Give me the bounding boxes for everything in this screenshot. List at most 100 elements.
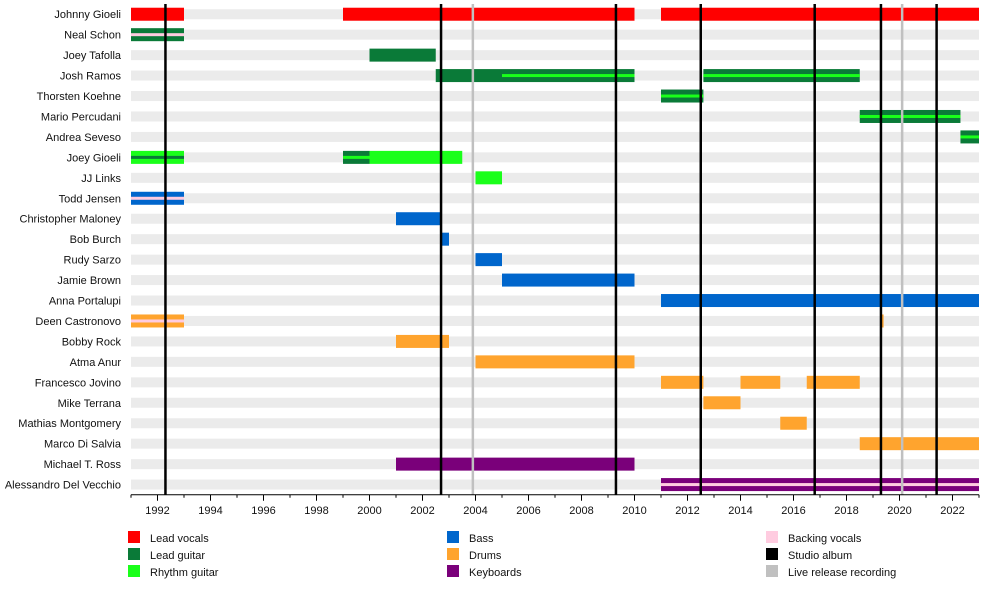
x-tick-label: 2002 (410, 505, 434, 517)
member-bars (131, 7, 979, 492)
member-name: Michael T. Ross (44, 459, 122, 471)
legend-swatch (128, 548, 140, 560)
member-name: Anna Portalupi (49, 296, 121, 308)
member-names: Johnny Gioeli Neal Schon Joey Tafolla Josh … (5, 9, 122, 491)
member-name: Rudy Sarzo (64, 255, 121, 267)
row-stripe (131, 111, 979, 122)
member-bar (475, 253, 502, 267)
member-name: Alessandro Del Vecchio (5, 480, 121, 492)
member-name: Josh Ramos (60, 71, 122, 83)
member-name: Jamie Brown (57, 275, 121, 287)
member-bar-inner (131, 319, 184, 323)
row-stripe (131, 131, 979, 142)
x-tick-label: 1992 (145, 505, 169, 517)
x-tick-label: 2012 (675, 505, 699, 517)
x-tick-label: 2008 (569, 505, 593, 517)
legend-label: Backing vocals (788, 533, 862, 545)
member-name: Johnny Gioeli (54, 9, 121, 21)
x-tick-label: 2000 (357, 505, 381, 517)
legend-label: Rhythm guitar (150, 567, 219, 579)
member-bar (396, 212, 442, 226)
x-axis: 1992 1994 1996 1998 2000 2002 2004 2006 2008 2010… (130, 494, 980, 517)
member-bar-inner (131, 33, 184, 37)
row-stripe (131, 193, 979, 204)
member-bar (475, 171, 502, 185)
member-bar (475, 355, 635, 369)
row-stripe (131, 418, 979, 429)
member-bar (661, 7, 979, 21)
member-name: Thorsten Koehne (37, 91, 121, 103)
x-tick-label: 2020 (887, 505, 911, 517)
member-name: Deen Castronovo (35, 316, 121, 328)
member-bar (740, 375, 781, 389)
legend-label: Studio album (788, 550, 852, 562)
member-name: Andrea Seveso (46, 132, 121, 144)
row-stripe (131, 397, 979, 408)
row-stripe (131, 479, 979, 490)
legend-label: Lead vocals (150, 533, 209, 545)
release-lines (164, 4, 938, 495)
row-stripe (131, 377, 979, 388)
legend-swatch (447, 531, 459, 543)
member-name: Neal Schon (64, 30, 121, 42)
x-tick-label: 2022 (940, 505, 964, 517)
legend-swatch (128, 531, 140, 543)
member-name: Joey Tafolla (63, 50, 122, 62)
member-bar-inner (502, 74, 635, 78)
x-tick-label: 2004 (463, 505, 487, 517)
member-name: Todd Jensen (59, 193, 121, 205)
legend-swatch (128, 565, 140, 577)
member-bar (703, 396, 741, 410)
x-tick-label: 2014 (728, 505, 752, 517)
row-stripe (131, 172, 979, 183)
member-name: Mario Percudani (41, 111, 121, 123)
legend-swatch (766, 565, 778, 577)
member-bar-inner (703, 74, 860, 78)
legend-swatch (766, 531, 778, 543)
x-tick-label: 1994 (198, 505, 222, 517)
x-tick-label: 1996 (251, 505, 275, 517)
x-tick-label: 2010 (622, 505, 646, 517)
legend-label: Lead guitar (150, 550, 205, 562)
member-bar (661, 375, 704, 389)
member-bar (343, 7, 635, 21)
member-bar (780, 416, 807, 430)
member-bar-inner (661, 94, 704, 98)
legend-label: Bass (469, 533, 494, 545)
member-bar (396, 457, 635, 471)
member-name: Joey Gioeli (67, 152, 121, 164)
member-bar (396, 334, 449, 348)
member-name: Bobby Rock (62, 336, 122, 348)
member-bar (661, 294, 979, 308)
member-name: Mike Terrana (58, 398, 122, 410)
member-bar (369, 150, 463, 164)
row-stripe (131, 213, 979, 224)
row-stripe (131, 152, 979, 163)
member-bar-inner (131, 155, 184, 159)
member-bar (806, 375, 860, 389)
legend-swatch (447, 548, 459, 560)
x-tick-label: 2016 (781, 505, 805, 517)
legend: Lead vocals Lead guitar Rhythm guitar Bass D… (128, 531, 896, 579)
member-bar (435, 69, 502, 83)
row-stripe (131, 50, 979, 61)
x-tick-label: 1998 (304, 505, 328, 517)
legend-label: Drums (469, 550, 502, 562)
member-bar (880, 314, 884, 328)
row-stripe (131, 315, 979, 326)
member-bar-inner (131, 196, 184, 200)
member-bar (502, 273, 635, 287)
member-name: Francesco Jovino (35, 377, 121, 389)
row-stripe (131, 438, 979, 449)
member-name: Mathias Montgomery (18, 418, 121, 430)
member-bar (369, 48, 436, 62)
legend-swatch (447, 565, 459, 577)
member-bar-inner (859, 114, 961, 118)
row-stripe (131, 234, 979, 245)
member-bar-inner (343, 155, 370, 159)
x-tick-label: 2006 (516, 505, 540, 517)
legend-swatch (766, 548, 778, 560)
row-stripe (131, 336, 979, 347)
row-stripe (131, 295, 979, 306)
